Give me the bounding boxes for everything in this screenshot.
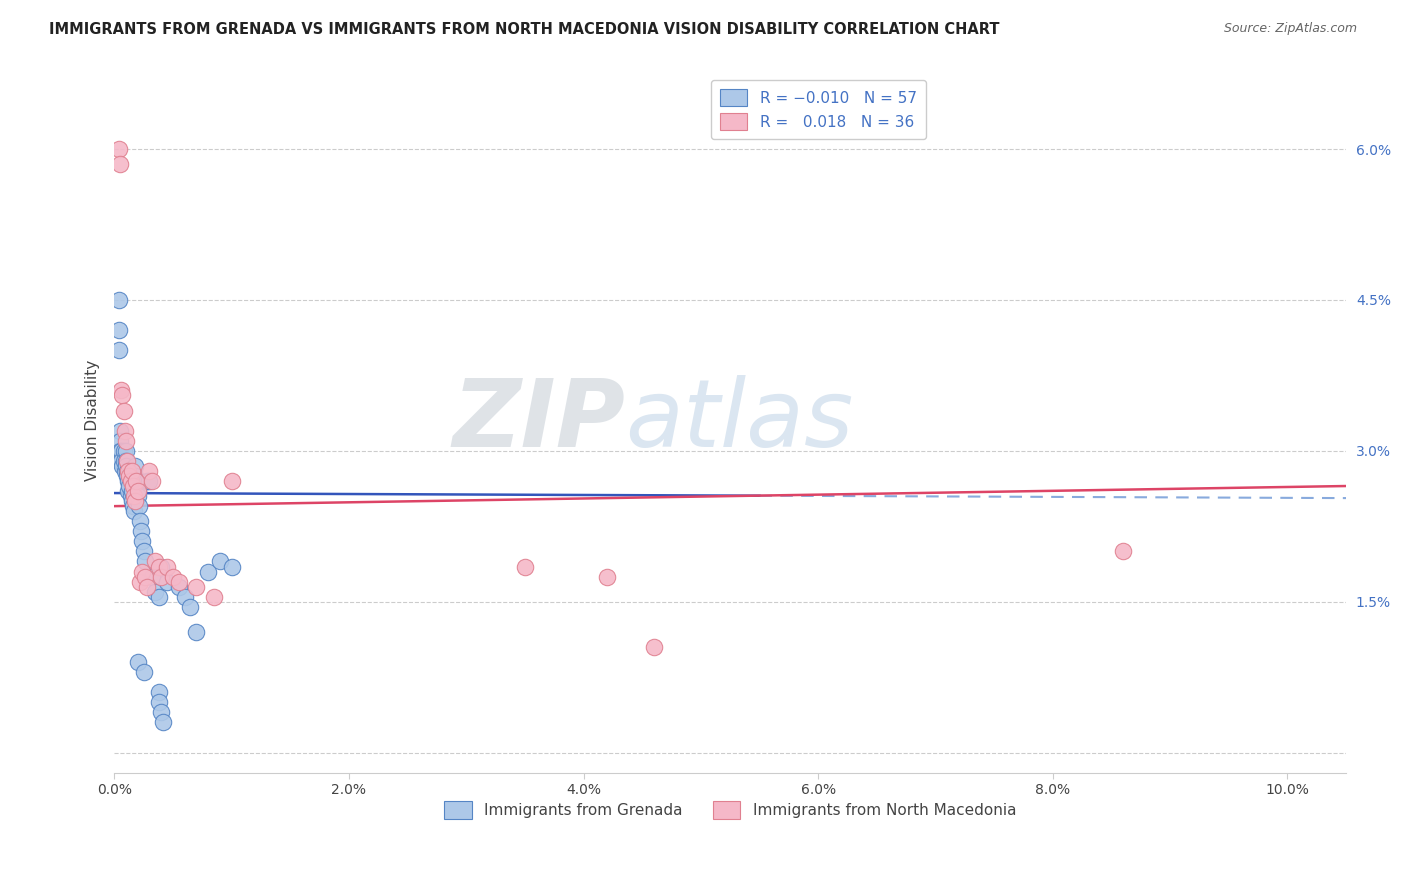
Point bbox=[108, 424, 131, 438]
Point bbox=[118, 479, 141, 493]
Point bbox=[1112, 544, 1135, 558]
Point bbox=[167, 580, 190, 594]
Point bbox=[173, 590, 195, 604]
Point bbox=[513, 559, 536, 574]
Point bbox=[141, 474, 163, 488]
Point bbox=[148, 590, 170, 604]
Point bbox=[108, 343, 131, 358]
Point bbox=[127, 484, 149, 499]
Point bbox=[115, 443, 138, 458]
Point bbox=[129, 514, 152, 528]
Point bbox=[221, 559, 243, 574]
Point bbox=[128, 499, 150, 513]
Point bbox=[111, 458, 134, 473]
Point bbox=[156, 559, 179, 574]
Point bbox=[150, 706, 173, 720]
Point bbox=[108, 293, 131, 307]
Point bbox=[127, 655, 149, 669]
Point bbox=[643, 640, 665, 654]
Point bbox=[148, 695, 170, 709]
Point bbox=[596, 569, 619, 583]
Point bbox=[115, 464, 138, 478]
Point bbox=[162, 569, 184, 583]
Point bbox=[115, 469, 138, 483]
Point bbox=[108, 454, 131, 468]
Point bbox=[112, 403, 135, 417]
Point bbox=[186, 624, 208, 639]
Y-axis label: Vision Disability: Vision Disability bbox=[86, 360, 100, 482]
Point bbox=[117, 464, 139, 478]
Text: IMMIGRANTS FROM GRENADA VS IMMIGRANTS FROM NORTH MACEDONIA VISION DISABILITY COR: IMMIGRANTS FROM GRENADA VS IMMIGRANTS FR… bbox=[49, 22, 1000, 37]
Point bbox=[143, 554, 166, 568]
Point bbox=[115, 454, 138, 468]
Point bbox=[136, 474, 159, 488]
Point bbox=[221, 474, 243, 488]
Point bbox=[108, 434, 131, 448]
Point bbox=[125, 474, 148, 488]
Text: ZIP: ZIP bbox=[453, 375, 626, 467]
Point bbox=[108, 157, 131, 171]
Point bbox=[136, 580, 159, 594]
Point bbox=[148, 685, 170, 699]
Point bbox=[197, 565, 219, 579]
Point bbox=[129, 524, 152, 539]
Point bbox=[121, 494, 143, 508]
Point bbox=[112, 443, 135, 458]
Text: Source: ZipAtlas.com: Source: ZipAtlas.com bbox=[1223, 22, 1357, 36]
Point bbox=[124, 494, 146, 508]
Point bbox=[120, 489, 142, 503]
Point bbox=[202, 590, 225, 604]
Point bbox=[131, 565, 153, 579]
Point bbox=[124, 458, 146, 473]
Point bbox=[150, 559, 173, 574]
Point bbox=[108, 323, 131, 337]
Point bbox=[108, 142, 131, 156]
Point bbox=[125, 474, 148, 488]
Point bbox=[117, 474, 139, 488]
Point bbox=[141, 569, 163, 583]
Point bbox=[122, 499, 145, 513]
Point bbox=[179, 599, 201, 614]
Point bbox=[134, 569, 156, 583]
Point bbox=[150, 569, 173, 583]
Point bbox=[156, 574, 179, 589]
Point bbox=[134, 554, 156, 568]
Point bbox=[117, 484, 139, 499]
Point bbox=[110, 443, 132, 458]
Point bbox=[114, 464, 136, 478]
Legend: Immigrants from Grenada, Immigrants from North Macedonia: Immigrants from Grenada, Immigrants from… bbox=[439, 795, 1022, 825]
Point bbox=[132, 665, 155, 680]
Point bbox=[131, 534, 153, 549]
Point bbox=[110, 384, 132, 398]
Point bbox=[127, 489, 149, 503]
Point bbox=[111, 388, 134, 402]
Point bbox=[115, 434, 138, 448]
Point bbox=[129, 574, 152, 589]
Point bbox=[115, 454, 138, 468]
Point bbox=[127, 484, 149, 499]
Point bbox=[120, 474, 142, 488]
Point bbox=[132, 544, 155, 558]
Point bbox=[148, 559, 170, 574]
Point bbox=[118, 469, 141, 483]
Point bbox=[115, 458, 138, 473]
Point bbox=[108, 443, 131, 458]
Point bbox=[122, 504, 145, 518]
Point bbox=[167, 574, 190, 589]
Point bbox=[208, 554, 231, 568]
Point bbox=[121, 464, 143, 478]
Point bbox=[121, 484, 143, 499]
Point bbox=[122, 479, 145, 493]
Point bbox=[122, 489, 145, 503]
Point bbox=[152, 715, 174, 730]
Point bbox=[124, 469, 146, 483]
Point bbox=[110, 454, 132, 468]
Point bbox=[186, 580, 208, 594]
Point bbox=[143, 584, 166, 599]
Point bbox=[138, 474, 160, 488]
Point bbox=[112, 454, 135, 468]
Point bbox=[138, 464, 160, 478]
Text: atlas: atlas bbox=[626, 376, 853, 467]
Point bbox=[114, 424, 136, 438]
